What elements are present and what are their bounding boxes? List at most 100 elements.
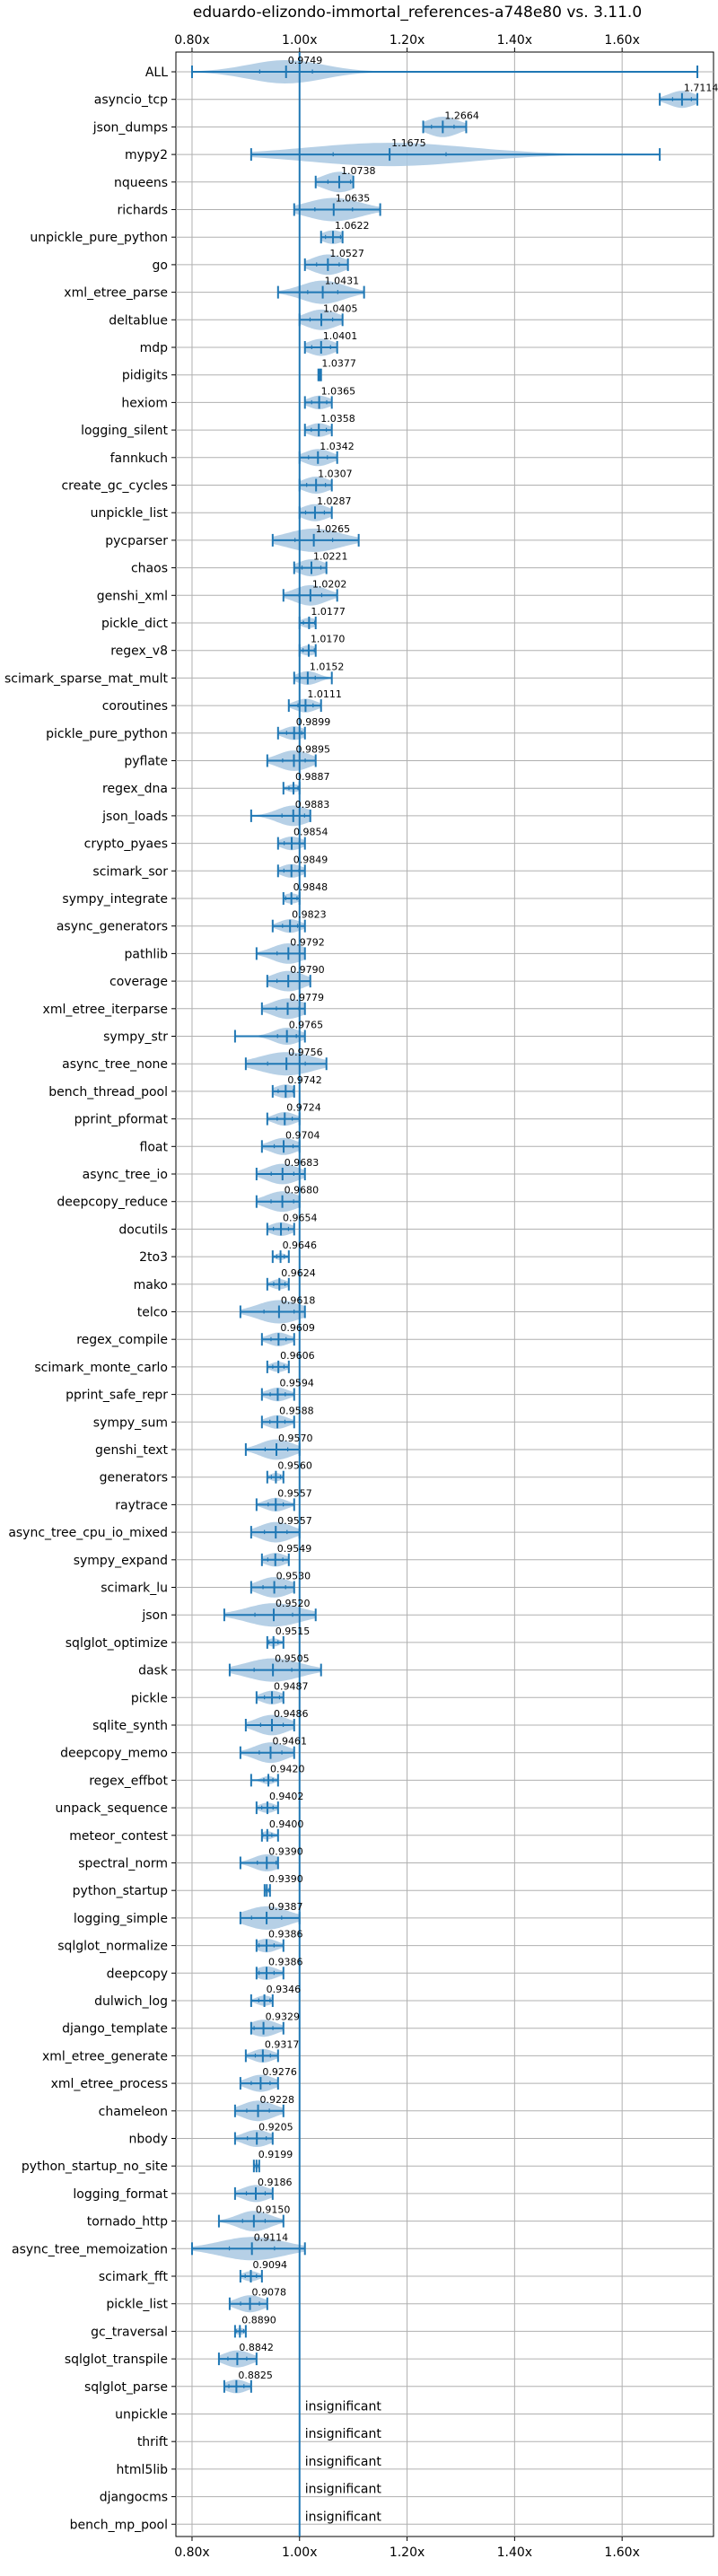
category-label: regex_v8: [110, 644, 168, 659]
category-label: chameleon: [99, 2105, 168, 2119]
category-label: raytrace: [115, 1498, 168, 1512]
value-label: 1.0405: [323, 302, 358, 314]
value-label: 0.9078: [252, 2287, 287, 2299]
category-label: xml_etree_generate: [42, 2049, 168, 2063]
category-label: async_tree_memoization: [12, 2242, 168, 2256]
grid-layer: [171, 52, 714, 2537]
category-label: crypto_pyaes: [84, 837, 168, 852]
insignificant-label: insignificant: [305, 2510, 382, 2524]
value-label: 1.0170: [311, 634, 346, 645]
category-label: djangocms: [100, 2491, 168, 2505]
value-label: 0.9654: [283, 1212, 318, 1223]
value-label: 0.9646: [283, 1240, 318, 1251]
category-label: pprint_pformat: [74, 1113, 169, 1127]
value-label: 1.0307: [318, 469, 353, 480]
category-label: regex_effbot: [89, 1774, 168, 1788]
category-label: float: [140, 1140, 169, 1154]
category-label: logging_silent: [81, 424, 168, 438]
value-label: 1.0221: [313, 551, 348, 563]
value-label: 0.9560: [277, 1460, 312, 1472]
category-label: sqlglot_optimize: [66, 1636, 168, 1651]
category-label: python_startup: [73, 1884, 168, 1898]
category-label: mako: [134, 1278, 168, 1292]
category-label: json_dumps: [92, 120, 168, 135]
category-label: unpickle: [115, 2408, 168, 2423]
value-label: 0.9150: [256, 2204, 291, 2216]
category-label: logging_simple: [74, 1912, 168, 1926]
value-label: 0.9779: [290, 992, 325, 1003]
category-label: regex_dna: [102, 782, 168, 796]
category-label: telco: [137, 1306, 168, 1320]
value-label: 0.9520: [276, 1598, 311, 1609]
category-label: bench_mp_pool: [70, 2518, 168, 2532]
value-label: 1.0738: [341, 165, 376, 177]
value-label: 0.9549: [277, 1543, 312, 1555]
category-label: meteor_contest: [69, 1829, 168, 1844]
category-label: hexiom: [121, 396, 168, 410]
category-label: deltablue: [109, 313, 168, 328]
value-label: 1.1675: [391, 137, 426, 149]
value-label: 0.9487: [274, 1680, 309, 1692]
value-label: 0.8825: [238, 2370, 273, 2381]
value-label: 0.9420: [270, 1763, 305, 1774]
category-label: async_tree_cpu_io_mixed: [8, 1526, 168, 1540]
value-label: 0.9854: [293, 827, 328, 838]
category-label: sqlglot_parse: [84, 2380, 168, 2395]
value-label: 0.9618: [281, 1295, 316, 1307]
value-label: 0.9557: [277, 1515, 312, 1527]
category-label: async_tree_io: [83, 1168, 168, 1182]
category-label: coverage: [109, 975, 168, 989]
value-label: 0.9724: [286, 1102, 321, 1114]
value-label: 0.9606: [280, 1350, 315, 1362]
category-label: logging_format: [73, 2187, 168, 2202]
category-label: go: [153, 258, 168, 273]
value-label: 1.0622: [335, 220, 370, 232]
value-label: 1.0635: [336, 193, 371, 205]
value-label: 0.9704: [285, 1129, 320, 1141]
category-label: mdp: [140, 341, 169, 355]
category-label: dask: [138, 1664, 169, 1678]
value-label: 0.9790: [290, 964, 325, 976]
category-label: scimark_fft: [99, 2270, 169, 2284]
value-label: 0.9594: [279, 1378, 314, 1389]
value-label: 0.9609: [280, 1322, 315, 1334]
x-tick-label-top: 1.40x: [497, 33, 532, 48]
category-label: thrift: [137, 2435, 169, 2449]
category-label: scimark_sparse_mat_mult: [4, 671, 168, 686]
category-label: gc_traversal: [91, 2325, 168, 2339]
category-label: richards: [118, 204, 169, 218]
x-tick-label-top: 1.00x: [282, 33, 317, 48]
category-label: xml_etree_process: [51, 2077, 168, 2091]
category-label: pyflate: [124, 755, 168, 769]
value-label: 0.9386: [268, 1956, 303, 1967]
category-label: mypy2: [125, 148, 168, 162]
category-label: scimark_sor: [92, 864, 168, 879]
category-label: django_template: [62, 2022, 168, 2037]
category-label: scimark_lu: [101, 1582, 168, 1596]
category-label: unpickle_list: [91, 506, 169, 521]
value-label: 1.0358: [320, 413, 355, 425]
value-label: 0.9094: [253, 2259, 288, 2271]
category-label: deepcopy: [107, 1967, 168, 1981]
value-label: 0.9387: [268, 1901, 303, 1913]
value-label: 0.9557: [277, 1487, 312, 1499]
x-tick-label-top: 1.20x: [390, 33, 425, 48]
category-label: pickle: [131, 1691, 168, 1705]
category-label: regex_compile: [76, 1333, 168, 1347]
category-label: asyncio_tcp: [94, 93, 168, 108]
category-label: sympy_str: [103, 1030, 168, 1045]
category-label: sympy_integrate: [62, 892, 168, 907]
value-label: 1.0377: [321, 358, 356, 370]
category-label: xml_etree_iterparse: [43, 1003, 168, 1017]
value-label: 0.9390: [268, 1873, 303, 1885]
value-label: 1.0265: [316, 523, 351, 535]
value-label: 1.0177: [311, 606, 346, 618]
category-label: sympy_sum: [93, 1415, 168, 1430]
value-label: 0.9276: [262, 2066, 297, 2078]
value-label: 0.9849: [293, 854, 328, 865]
value-label: 0.9461: [272, 1736, 307, 1748]
value-label: 0.8890: [241, 2314, 276, 2326]
category-label: fannkuch: [110, 451, 168, 466]
category-label: pycparser: [105, 534, 168, 548]
value-label: 1.0431: [325, 276, 360, 287]
